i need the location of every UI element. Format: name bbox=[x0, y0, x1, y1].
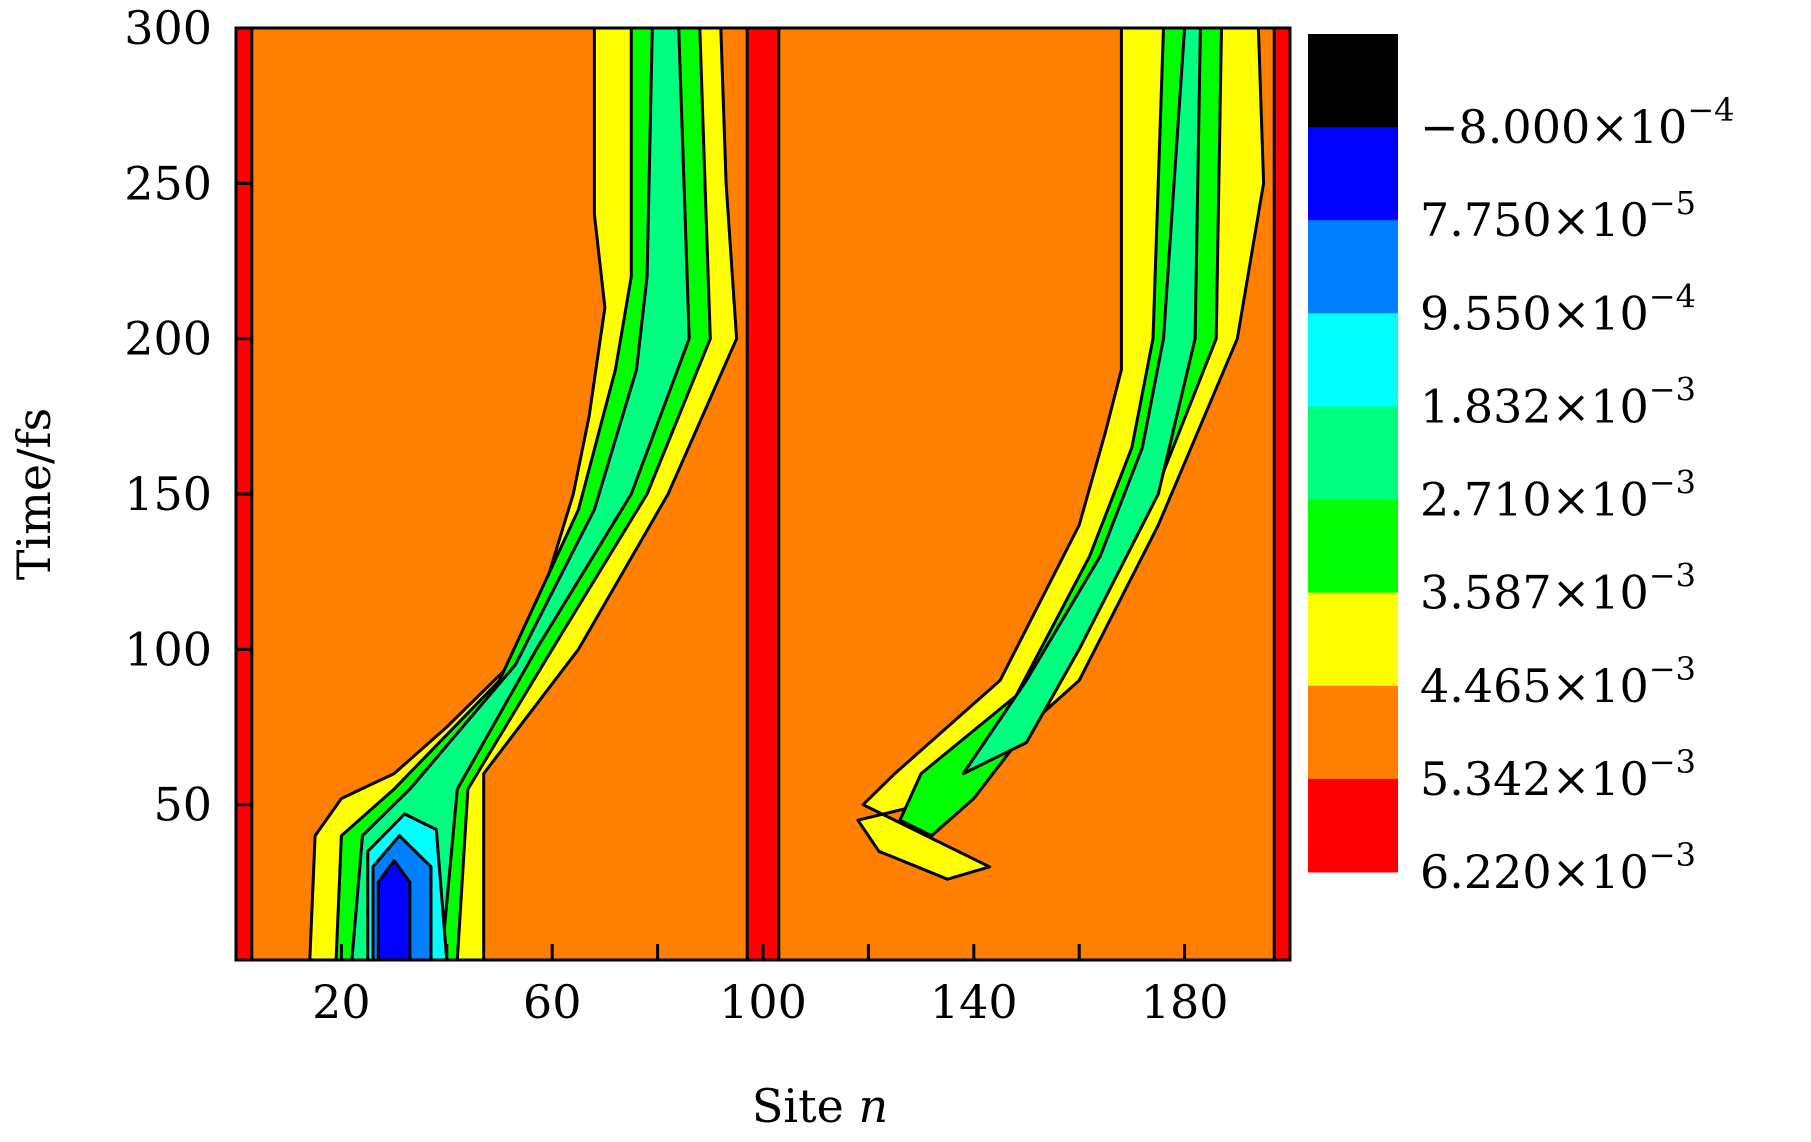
colorbar-label-mantissa: −8.000×10 bbox=[1420, 100, 1687, 154]
x-tick-label-140: 140 bbox=[930, 975, 1018, 1029]
x-tick-label-20: 20 bbox=[312, 975, 371, 1029]
plot-area bbox=[236, 28, 1290, 960]
y-tick-label-250: 250 bbox=[124, 156, 212, 210]
colorbar-band-3 bbox=[1308, 313, 1398, 407]
colorbar-label-exponent: −4 bbox=[1649, 277, 1696, 315]
colorbar-label-mantissa: 6.220×10 bbox=[1420, 845, 1649, 899]
y-axis-label: Time/fs bbox=[7, 408, 61, 580]
y-tick-label-300: 300 bbox=[124, 1, 212, 55]
colorbar-label-mantissa: 7.750×10 bbox=[1420, 193, 1649, 247]
colorbar-label-mantissa: 3.587×10 bbox=[1420, 566, 1649, 620]
x-axis-label-var: n bbox=[858, 1079, 888, 1133]
x-tick-label-60: 60 bbox=[523, 975, 582, 1029]
colorbar-label-exponent: −3 bbox=[1649, 836, 1696, 874]
colorbar-label-mantissa: 4.465×10 bbox=[1420, 659, 1649, 713]
colorbar: −8.000×10−47.750×10−59.550×10−41.832×10−… bbox=[1308, 34, 1734, 899]
boundary-strip-2 bbox=[1272, 28, 1290, 960]
colorbar-label-mantissa: 9.550×10 bbox=[1420, 286, 1649, 340]
right-packet-level-2 bbox=[961, 28, 1202, 776]
colorbar-label-exponent: −3 bbox=[1649, 557, 1696, 595]
x-tick-label-180: 180 bbox=[1141, 975, 1229, 1029]
x-axis-label: Site n bbox=[752, 1079, 888, 1133]
colorbar-label-exponent: −3 bbox=[1649, 370, 1696, 408]
colorbar-label-3: 1.832×10−3 bbox=[1420, 370, 1696, 433]
axis-ticks: 20 60 100 140 180 50 100 150 200 250 300 bbox=[124, 1, 1228, 1029]
colorbar-label-5: 3.587×10−3 bbox=[1420, 557, 1696, 620]
colorbar-label-2: 9.550×10−4 bbox=[1420, 277, 1696, 340]
colorbar-label-7: 5.342×10−3 bbox=[1420, 743, 1696, 806]
colorbar-label-mantissa: 1.832×10 bbox=[1420, 379, 1649, 433]
y-tick-label-200: 200 bbox=[124, 312, 212, 366]
colorbar-band-2 bbox=[1308, 220, 1398, 314]
x-axis-label-text: Site bbox=[752, 1079, 859, 1133]
colorbar-label-mantissa: 2.710×10 bbox=[1420, 473, 1649, 527]
colorbar-label-4: 2.710×10−3 bbox=[1420, 464, 1696, 527]
y-tick-label-100: 100 bbox=[124, 622, 212, 676]
colorbar-label-exponent: −3 bbox=[1649, 464, 1696, 502]
colorbar-label-6: 4.465×10−3 bbox=[1420, 650, 1696, 713]
colorbar-label-0: −8.000×10−4 bbox=[1420, 91, 1734, 154]
colorbar-label-exponent: −3 bbox=[1649, 743, 1696, 781]
colorbar-label-exponent: −5 bbox=[1649, 184, 1696, 222]
colorbar-band-4 bbox=[1308, 406, 1398, 501]
left-packet-level-5 bbox=[376, 859, 412, 960]
x-tick-label-100: 100 bbox=[719, 975, 807, 1029]
boundary-strip-1 bbox=[745, 28, 781, 960]
y-tick-label-50: 50 bbox=[153, 778, 212, 832]
colorbar-label-mantissa: 5.342×10 bbox=[1420, 752, 1649, 806]
colorbar-band-5 bbox=[1308, 499, 1398, 594]
colorbar-band-0 bbox=[1308, 34, 1398, 128]
colorbar-label-exponent: −3 bbox=[1649, 650, 1696, 688]
colorbar-band-1 bbox=[1308, 127, 1398, 221]
colorbar-band-6 bbox=[1308, 592, 1398, 687]
colorbar-label-1: 7.750×10−5 bbox=[1420, 184, 1696, 247]
colorbar-band-8 bbox=[1308, 778, 1398, 873]
colorbar-label-exponent: −4 bbox=[1687, 91, 1734, 129]
colorbar-band-7 bbox=[1308, 685, 1398, 780]
colorbar-label-8: 6.220×10−3 bbox=[1420, 836, 1696, 899]
y-tick-label-150: 150 bbox=[124, 467, 212, 521]
